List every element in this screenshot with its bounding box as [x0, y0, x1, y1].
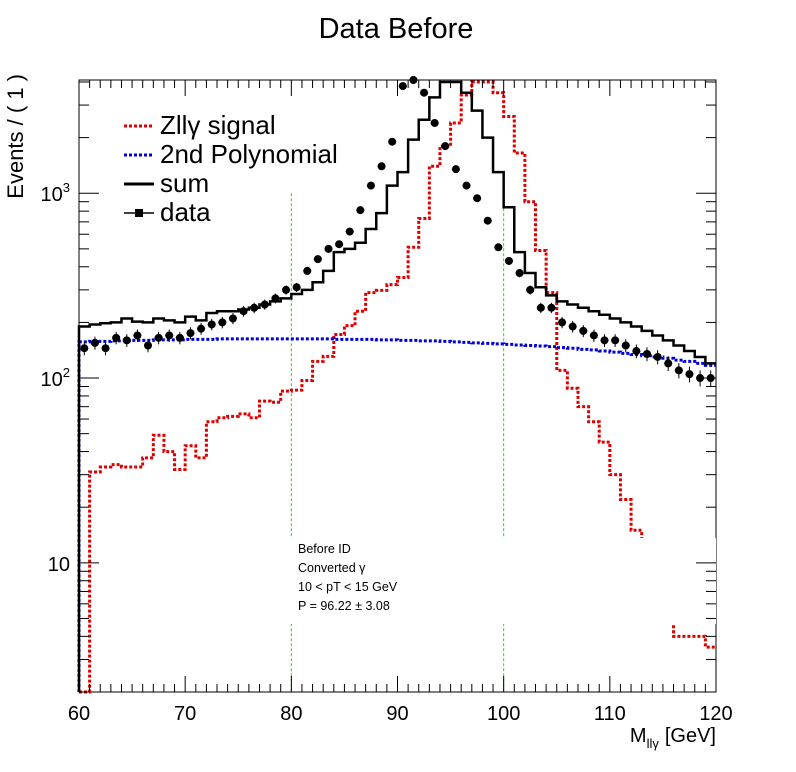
- x-tick-label: 60: [68, 703, 90, 725]
- background-curve: [77, 337, 716, 692]
- x-tick-label: 100: [487, 703, 520, 725]
- legend-item: Zllγ signal: [124, 110, 276, 140]
- data-point: [260, 299, 269, 310]
- data-point: [451, 165, 460, 174]
- data-point: [80, 341, 89, 356]
- data-point: [398, 82, 407, 91]
- x-axis-label-main: M: [630, 725, 647, 747]
- x-tick-label: 110: [594, 703, 626, 725]
- legend-item: 2nd Polynomial: [124, 139, 338, 169]
- data-point: [430, 118, 439, 127]
- data-point: [377, 162, 386, 171]
- data-point: [674, 363, 683, 379]
- data-point: [642, 347, 651, 362]
- data-point: [473, 194, 482, 203]
- legend-item: data: [124, 197, 211, 227]
- data-point: [197, 322, 206, 335]
- data-point: [558, 316, 567, 329]
- data-point: [526, 285, 535, 295]
- annotation-text: Converted γ: [298, 561, 366, 575]
- data-point: [239, 306, 248, 317]
- data-point: [600, 334, 609, 347]
- data-point: [165, 329, 174, 342]
- data-point: [186, 327, 195, 340]
- data-point: [441, 142, 450, 151]
- data-point: [101, 341, 110, 356]
- data-point: [144, 339, 153, 353]
- data-point: [388, 137, 397, 146]
- x-axis-label-unit: [GeV]: [665, 725, 716, 747]
- legend-label: sum: [160, 168, 209, 198]
- x-axis-label: Mllγ [GeV]: [630, 725, 716, 751]
- data-point: [324, 244, 333, 253]
- legend-label: Zllγ signal: [160, 110, 276, 140]
- data-point: [122, 334, 131, 347]
- signal-curve: [79, 80, 716, 694]
- data-point: [154, 331, 163, 345]
- data-point: [420, 88, 429, 97]
- data-point: [409, 76, 418, 84]
- data-point: [547, 302, 556, 314]
- data-point: [366, 181, 375, 190]
- data-point: [579, 325, 588, 338]
- x-tick-label: 80: [280, 703, 302, 725]
- data-point: [175, 331, 184, 345]
- data-point: [653, 350, 662, 365]
- data-point: [589, 329, 598, 342]
- data-point: [632, 344, 641, 359]
- x-tick-label: 120: [699, 703, 732, 725]
- legend-label: data: [160, 197, 211, 227]
- data-point: [271, 293, 280, 304]
- data-point: [611, 334, 620, 347]
- annotation-text: 10 < pT < 15 GeV: [298, 580, 398, 594]
- data-point: [356, 206, 365, 215]
- annotation-text: Before ID: [298, 542, 351, 556]
- x-tick-label: 70: [174, 703, 196, 725]
- y-tick-label: 102: [41, 365, 70, 391]
- data-point: [112, 331, 121, 345]
- data-point: [282, 285, 291, 295]
- data-point: [504, 256, 513, 265]
- y-tick-label: 10: [48, 554, 70, 576]
- data-point: [133, 329, 142, 342]
- data-point: [303, 266, 312, 276]
- x-tick-label: 90: [386, 703, 408, 725]
- legend-label: 2nd Polynomial: [160, 139, 338, 169]
- data-point: [292, 282, 301, 292]
- data-point: [515, 268, 524, 278]
- data-point: [483, 216, 492, 225]
- data-point: [313, 255, 322, 264]
- data-point: [568, 320, 577, 333]
- y-tick-label: 103: [41, 180, 70, 206]
- data-point: [250, 302, 259, 314]
- data-point: [685, 366, 694, 383]
- data-point: [218, 316, 227, 329]
- data-point: [228, 313, 237, 325]
- data-point: [536, 302, 545, 314]
- y-axis-label: Events / ( 1 ): [3, 74, 28, 199]
- data-point: [90, 336, 99, 350]
- data-point: [335, 240, 344, 249]
- sum-curve: [77, 80, 716, 692]
- legend-item: sum: [124, 168, 209, 198]
- data-point: [621, 339, 630, 353]
- annotation-box: [160, 538, 716, 624]
- x-axis-label-sub: llγ: [647, 736, 660, 751]
- data-point: [664, 356, 673, 372]
- data-point: [494, 243, 503, 252]
- chart-title: Data Before: [319, 13, 474, 45]
- data-point: [462, 181, 471, 190]
- annotation-text: P = 96.22 ± 3.08: [298, 599, 390, 613]
- data-point: [207, 318, 216, 331]
- data-point: [345, 227, 354, 236]
